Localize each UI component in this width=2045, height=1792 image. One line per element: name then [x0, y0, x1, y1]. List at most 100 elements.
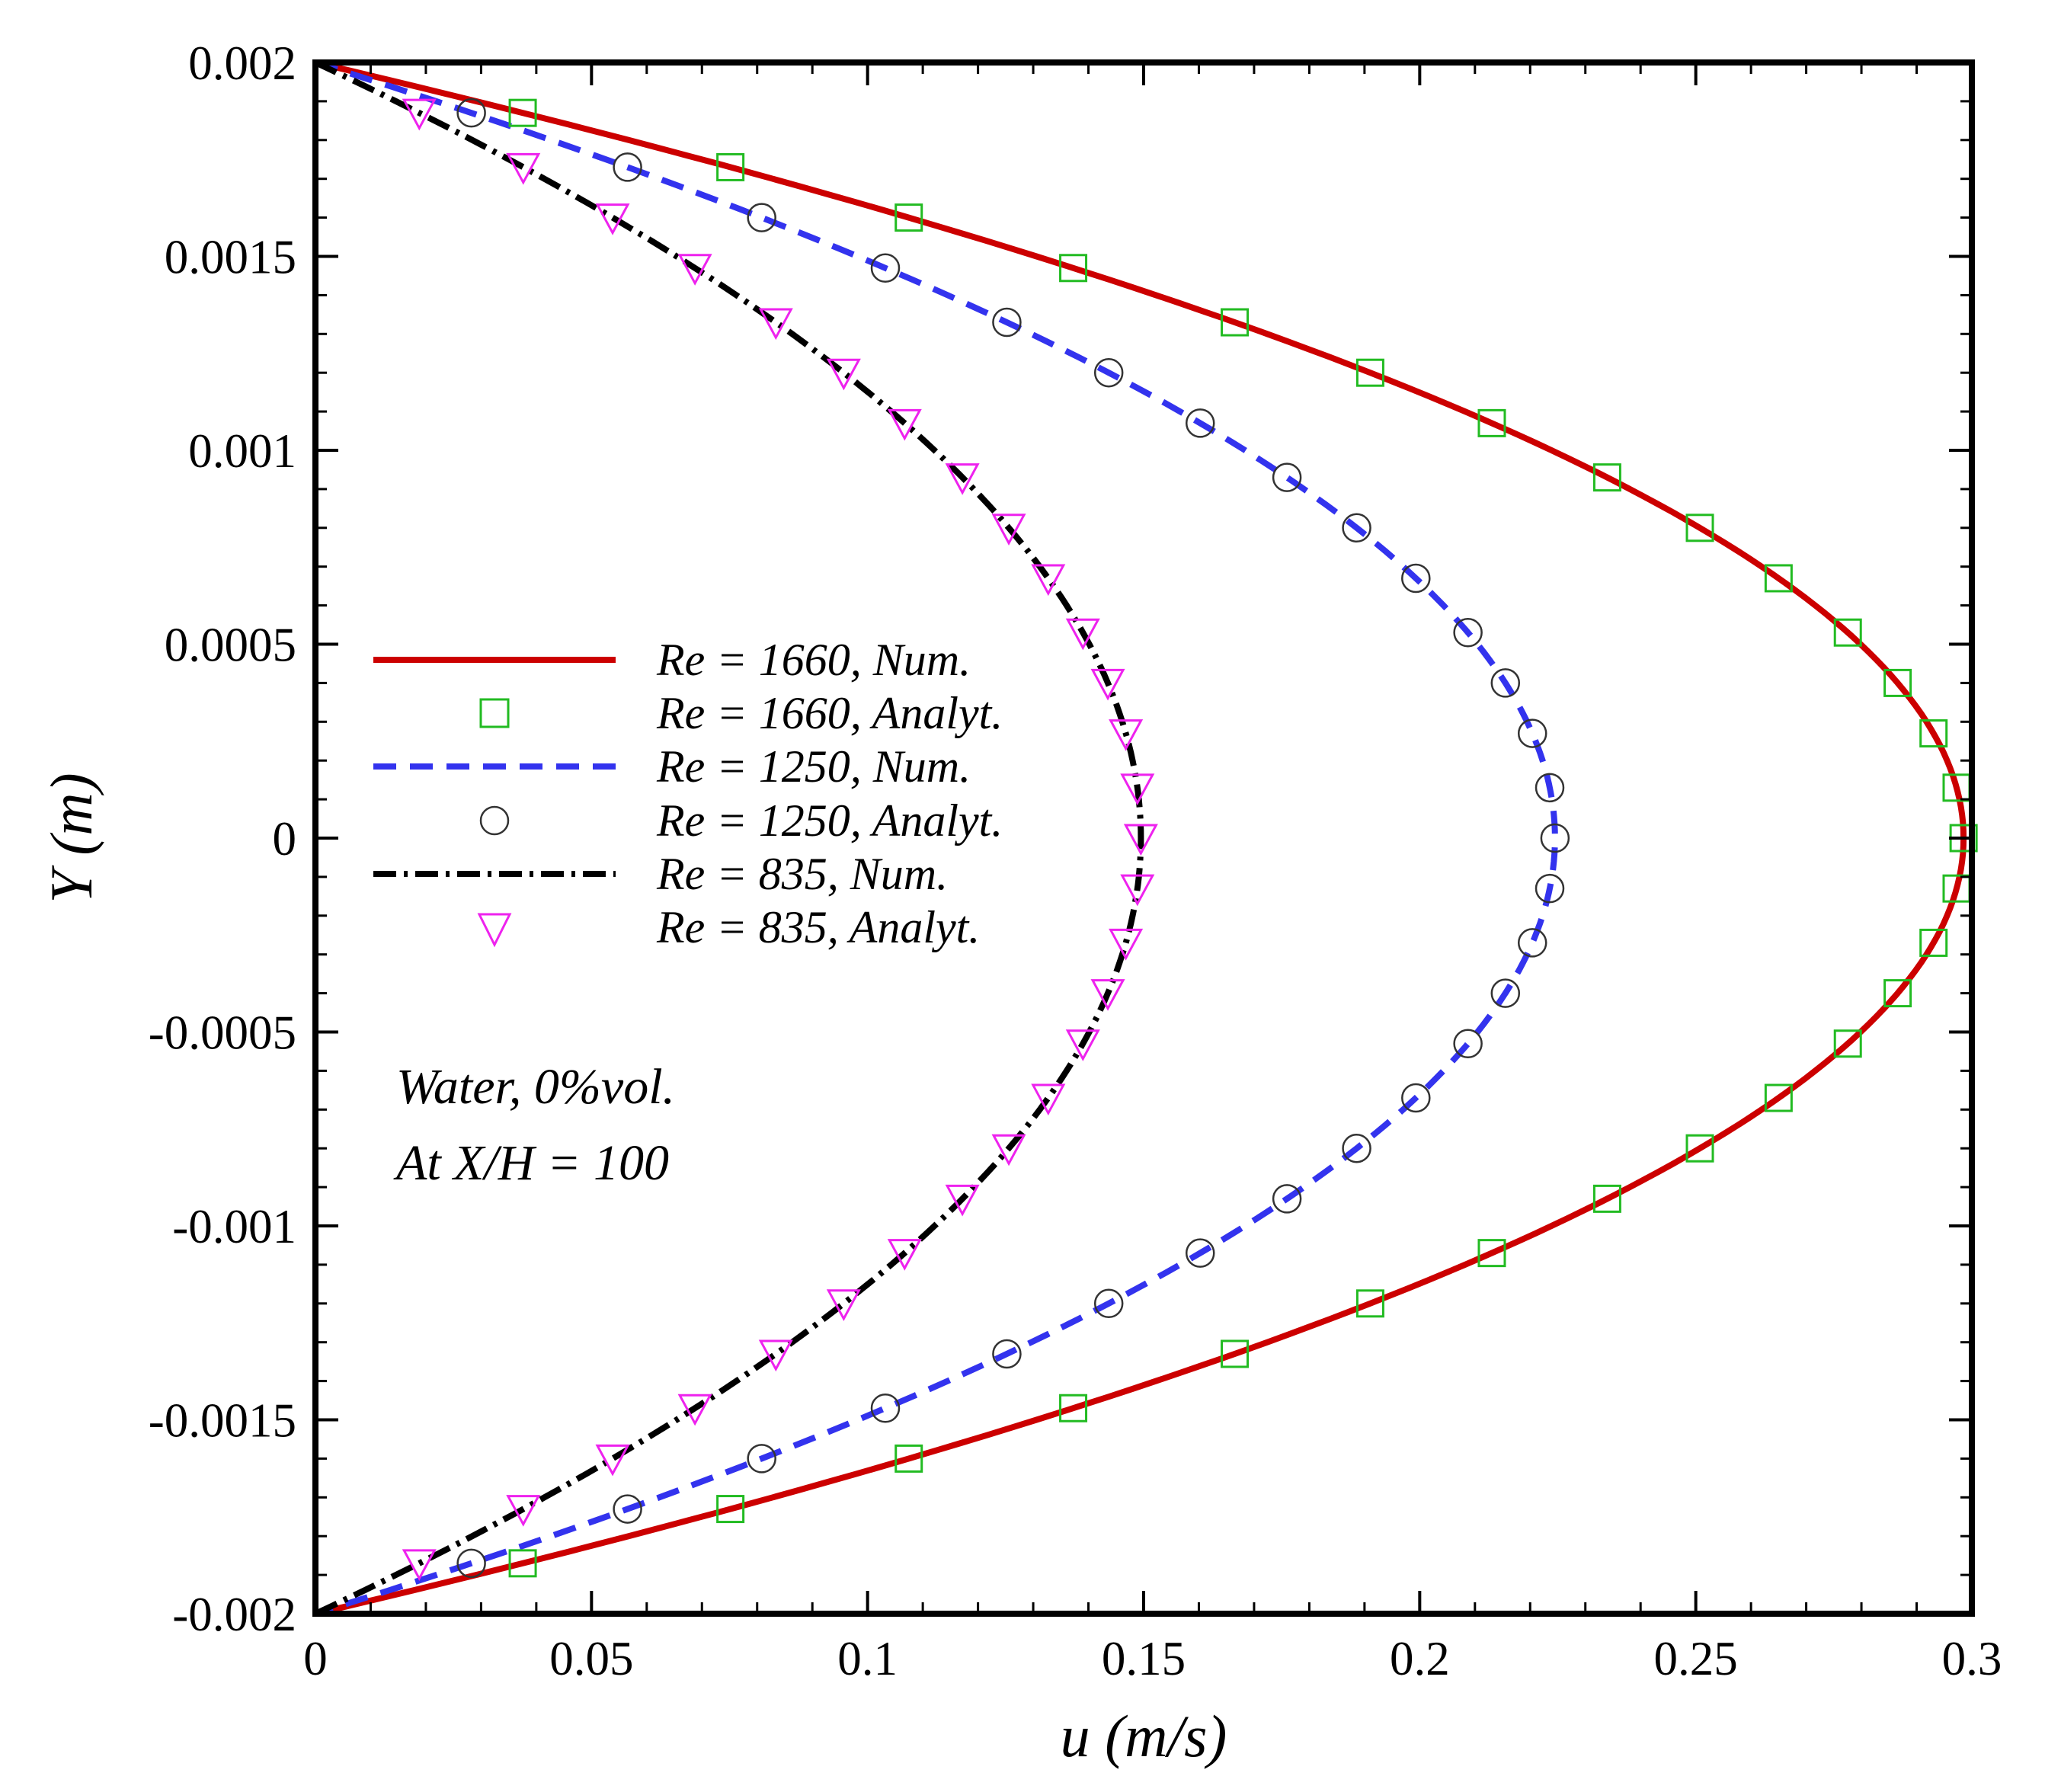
marker-triangle — [945, 463, 980, 495]
marker-square — [1592, 1184, 1621, 1213]
marker-circle — [1342, 1133, 1371, 1163]
marker-circle — [1517, 718, 1547, 748]
marker-square — [1919, 719, 1948, 748]
legend-label-re1250-num: Re = 1250, Num. — [656, 741, 971, 792]
x-tick-label: 0.15 — [1102, 1632, 1186, 1685]
marker-triangle — [1031, 1083, 1066, 1116]
marker-square — [1919, 928, 1948, 957]
marker-square — [716, 1495, 745, 1524]
y-tick-label: 0.0015 — [165, 231, 296, 284]
marker-circle — [992, 1339, 1022, 1369]
marker-circle — [1093, 1288, 1124, 1319]
series-line-2 — [314, 59, 1558, 1617]
marker-square — [508, 1549, 537, 1578]
y-tick-label: -0.002 — [172, 1588, 296, 1641]
marker-square — [1477, 408, 1506, 437]
marker-circle — [1535, 773, 1565, 803]
marker-triangle — [1120, 874, 1155, 907]
marker-triangle — [826, 358, 861, 391]
marker-triangle — [1065, 618, 1100, 651]
marker-triangle — [677, 1394, 712, 1426]
x-tick-label: 0.25 — [1654, 1632, 1738, 1685]
series-line-4 — [314, 59, 1144, 1617]
marker-circle — [1272, 462, 1302, 492]
marker-square — [1221, 308, 1250, 337]
x-axis-title: u (m/s) — [1061, 1703, 1227, 1769]
marker-triangle — [595, 203, 630, 235]
marker-square — [1355, 358, 1384, 387]
y-tick-label: 0.002 — [188, 37, 296, 90]
marker-triangle — [402, 1549, 437, 1581]
marker-square — [1883, 979, 1912, 1008]
marker-square — [1764, 564, 1793, 593]
marker-square — [1833, 1029, 1862, 1058]
marker-circle — [747, 203, 776, 232]
marker-circle — [1401, 1083, 1431, 1113]
marker-circle — [613, 1494, 642, 1524]
marker-triangle — [1065, 1029, 1100, 1061]
legend-swatch-re835-analyt — [477, 913, 512, 948]
marker-square — [508, 98, 537, 127]
y-tick-label: 0 — [273, 812, 297, 866]
marker-square — [1592, 463, 1621, 492]
marker-triangle — [826, 1289, 861, 1321]
marker-square — [1833, 618, 1862, 647]
marker-triangle — [677, 254, 712, 286]
marker-circle — [747, 1444, 776, 1474]
x-tick-label: 0.1 — [837, 1632, 898, 1685]
marker-circle — [1453, 1029, 1483, 1059]
marker-circle — [1535, 873, 1565, 904]
legend-swatch-re1250-analyt — [479, 805, 510, 836]
marker-triangle — [1090, 668, 1125, 701]
marker-circle — [870, 253, 901, 283]
marker-triangle — [758, 308, 793, 341]
marker-circle — [1401, 563, 1431, 594]
marker-triangle — [1031, 564, 1066, 597]
legend-label-re835-num: Re = 835, Num. — [656, 849, 948, 899]
marker-circle — [1272, 1184, 1302, 1214]
marker-circle — [456, 98, 486, 128]
marker-triangle — [595, 1444, 630, 1477]
x-tick-label: 0.05 — [549, 1632, 633, 1685]
axis-ticks — [314, 61, 1973, 1615]
legend-label-re1250-analyt: Re = 1250, Analyt. — [656, 795, 1003, 846]
marker-triangle — [1123, 824, 1158, 856]
y-tick-label: 0.0005 — [165, 619, 296, 672]
marker-circle — [1342, 513, 1371, 543]
marker-triangle — [991, 514, 1026, 546]
marker-square — [1685, 514, 1714, 542]
legend: Re = 1660, Num. Re = 1660, Analyt. Re = … — [373, 635, 1003, 952]
marker-circle — [1540, 823, 1570, 853]
x-tick-label: 0.2 — [1390, 1632, 1450, 1685]
y-tick-label: -0.0005 — [149, 1006, 296, 1060]
annotation-location: At X/H = 100 — [393, 1135, 669, 1191]
legend-label-re1660-analyt: Re = 1660, Analyt. — [656, 688, 1003, 738]
marker-circle — [1093, 357, 1124, 388]
marker-triangle — [1109, 719, 1144, 751]
marker-triangle — [1120, 773, 1155, 805]
marker-triangle — [1090, 979, 1125, 1011]
legend-swatch-re1660-analyt — [479, 698, 510, 728]
marker-square — [1883, 668, 1912, 697]
y-tick-label: 0.001 — [188, 424, 296, 478]
y-tick-label: -0.0015 — [149, 1394, 296, 1448]
marker-triangle — [1109, 928, 1144, 961]
marker-square — [1059, 1394, 1088, 1422]
marker-triangle — [991, 1134, 1026, 1166]
marker-circle — [1185, 408, 1215, 438]
marker-triangle — [887, 1239, 922, 1271]
marker-triangle — [945, 1184, 980, 1217]
marker-triangle — [887, 408, 922, 441]
x-tick-label: 0.3 — [1942, 1632, 2002, 1685]
marker-square — [1059, 254, 1088, 283]
marker-circle — [613, 152, 642, 182]
annotation-fluid: Water, 0%vol. — [396, 1059, 675, 1115]
marker-square — [1221, 1339, 1250, 1368]
marker-triangle — [506, 152, 541, 185]
marker-triangle — [758, 1339, 793, 1372]
legend-label-re835-analyt: Re = 835, Analyt. — [656, 902, 980, 952]
marker-circle — [870, 1393, 901, 1423]
marker-circle — [1490, 668, 1521, 698]
marker-square — [894, 203, 923, 232]
marker-square — [1764, 1083, 1793, 1112]
